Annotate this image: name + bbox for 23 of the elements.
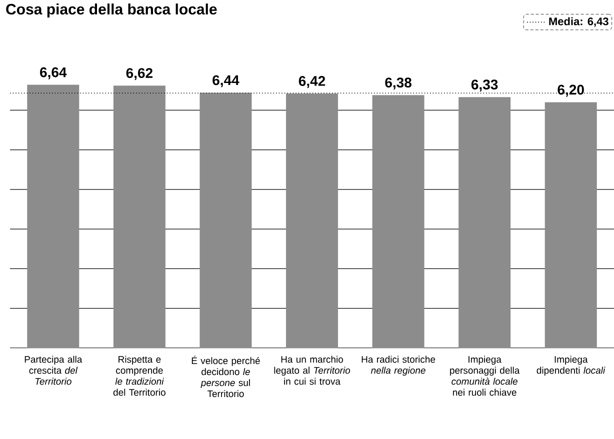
chart-title: Cosa piace della banca locale	[6, 4, 217, 18]
bar	[113, 86, 166, 348]
data-label: 6,64	[40, 67, 67, 80]
data-label: 6,20	[558, 84, 584, 97]
bar	[286, 94, 338, 348]
bar	[200, 92, 252, 348]
x-tick-label: Impiega dipendenti locali	[536, 356, 606, 376]
x-tick-label: Impiega personaggi della comunità locale nei ruoli chiave	[450, 356, 520, 396]
data-label: 6,33	[471, 80, 498, 92]
bar	[458, 97, 511, 348]
data-label: 6,38	[385, 78, 412, 90]
x-tick-label: Rispetta e comprende le tradizioni del Territorio	[113, 356, 166, 396]
legend-label: Media: 6,43	[549, 17, 608, 27]
x-tick-label: Partecipa alla crescita del Territorio	[24, 356, 82, 385]
x-tick-label: Ha un marchio legato al Territorio in cui si trova	[274, 356, 350, 385]
data-label: 6,44	[212, 75, 240, 88]
x-tick-label: É veloce perché decidono le persone sul Territorio	[192, 356, 260, 398]
bar	[27, 84, 80, 348]
x-tick-label: Ha radici storiche nella regione	[362, 356, 436, 376]
bar	[372, 95, 424, 348]
bar	[544, 102, 597, 348]
data-label: 6,42	[298, 76, 326, 88]
data-label: 6,62	[126, 68, 152, 80]
